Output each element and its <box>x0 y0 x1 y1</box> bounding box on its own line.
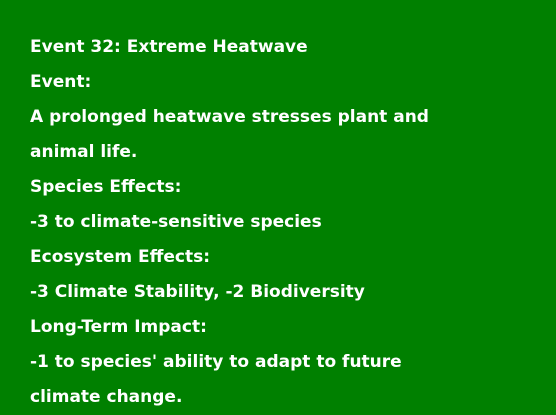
event-description: A prolonged heatwave stresses plant and … <box>30 107 429 162</box>
long-term-impact-text: -1 to species' ability to adapt to futur… <box>30 352 402 407</box>
species-effects-text: -3 to climate-sensitive species <box>30 212 322 232</box>
ecosystem-effects-text: -3 Climate Stability, -2 Biodiversity <box>30 282 365 302</box>
long-term-impact-heading: Long-Term Impact: <box>30 317 207 337</box>
event-heading: Event: <box>30 72 92 92</box>
event-title: Event 32: Extreme Heatwave <box>30 37 308 57</box>
species-effects-heading: Species Effects: <box>30 177 182 197</box>
ecosystem-effects-heading: Ecosystem Effects: <box>30 247 211 267</box>
